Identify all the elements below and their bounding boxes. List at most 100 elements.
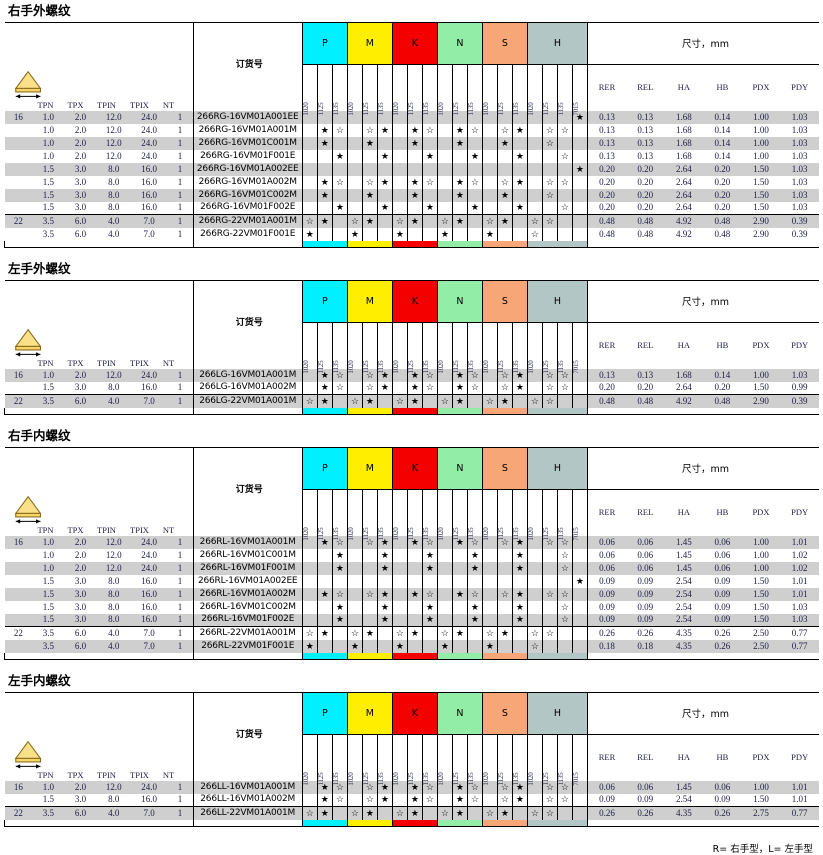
grade-group-S: S (481, 22, 528, 65)
table-row[interactable]: 1.5 3.0 8.0 16.0 1 266RL-16VM01A002EE ★ 0.09 0.0… (5, 574, 820, 588)
grade-mark-S-1125: ☆ (496, 381, 513, 395)
grade-mark-H-1020: ☆ (526, 639, 543, 653)
table-row[interactable]: 1.5 3.0 8.0 16.0 1 266RL-16VM01A002M ★ ☆ ☆ ★ ★ ☆ ★ ☆ ☆… (4, 587, 819, 601)
grade-mark-H-7015 (571, 600, 588, 614)
grade-mark-M-1020 (346, 793, 363, 807)
dimension-title-label: 尺寸，mm (681, 709, 729, 721)
star-open-icon: ☆ (485, 627, 494, 638)
star-open-icon: ☆ (560, 369, 569, 380)
strip-pad-dims (586, 819, 819, 827)
spec-cell: 12.0 (96, 368, 131, 382)
table-row[interactable]: 16 1.0 2.0 12.0 24.0 1 266RG-16VM01A001EE ★ 0.13… (4, 110, 819, 124)
grade-mark-H-1020 (526, 535, 543, 549)
grade-mark-H-1125: ☆ (541, 394, 558, 408)
grade-mark-M-1020: ★ (346, 227, 363, 241)
grade-mark-S-1135: ★ (511, 123, 528, 137)
grade-mark-N-1020 (436, 780, 453, 794)
table-row[interactable]: 1.0 2.0 12.0 24.0 1 266RG-16VM01A001M ★ ☆ ☆ ★ ★ ☆ ★ ☆… (5, 123, 820, 137)
dimension-cell-PDX: 2.90 (741, 214, 781, 228)
table-row[interactable]: 22 3.5 6.0 4.0 7.0 1 266LL-22VM01A001M ☆ ★ ☆ ★ ☆ ★ ☆ ★… (4, 806, 819, 820)
grade-mark-S-1135 (511, 136, 528, 150)
grade-mark-N-1135: ★ (466, 561, 483, 575)
spec-cell (5, 124, 33, 137)
spec-cell: 1 (177, 202, 183, 213)
star-filled-icon: ★ (515, 176, 524, 187)
spec-cell: 6.0 (64, 394, 97, 408)
table-row[interactable]: 22 3.5 6.0 4.0 7.0 1 266RL-22VM01A001M ☆ ★ ☆ ★ ☆ ★ ☆ ★… (4, 626, 819, 640)
dimension-cell-PDX: 1.00 (741, 136, 781, 150)
dimension-cell-REL: 0.20 (626, 162, 665, 176)
grade-mark-H-1135: ☆ (556, 381, 573, 395)
table-row[interactable]: 3.5 6.0 4.0 7.0 1 266RL-22VM01F001E ★ ★ ★ ★ ★ ☆ 0.18… (4, 639, 819, 653)
strip-pad (4, 819, 194, 827)
star-open-icon: ☆ (470, 176, 479, 187)
spec-cell: 7.0 (143, 228, 155, 239)
dimension-header-HA: HA (664, 322, 704, 369)
grade-column-M-1135: 1135 (376, 489, 393, 540)
table-row[interactable]: 1.0 2.0 12.0 24.0 1 266RG-16VM01C001M ★ ★ ★ ★ ★ ☆ 0.… (4, 136, 819, 150)
table-row[interactable]: 1.0 2.0 12.0 24.0 1 266RG-16VM01F001E ★ ★ ★ ★ ★ ☆ 0.… (5, 149, 820, 163)
grade-mark-H-7015 (571, 136, 588, 150)
spec-header-TPX: TPX (67, 525, 84, 535)
grade-column-N-1125: 1125 (451, 489, 468, 540)
grade-column-M-1020: 1020 (346, 489, 363, 540)
strip-M (346, 819, 393, 827)
dimension-cell-REL: 0.09 (637, 601, 654, 612)
spec-header-NT: NT (162, 770, 175, 780)
grade-mark-N-1020: ☆ (436, 214, 453, 228)
star-open-icon: ☆ (500, 588, 509, 599)
grade-mark-K-1135: ☆ (421, 587, 438, 601)
table-row[interactable]: 16 1.0 2.0 12.0 24.0 1 266LL-16VM01A001M ★ ☆ ☆ ★ ★ ☆… (4, 780, 819, 794)
table-row[interactable]: 1.0 2.0 12.0 24.0 1 266RL-16VM01C001M ★ ★ ★ ★ ★ ☆ 0.… (5, 548, 820, 562)
spec-cell: 4.0 (96, 394, 131, 408)
dimension-cell-PDY: 0.77 (780, 626, 819, 640)
star-filled-icon: ★ (410, 794, 419, 805)
grade-mark-P-1135: ☆ (331, 587, 348, 601)
table-row[interactable]: 1.5 3.0 8.0 16.0 1 266RG-16VM01A002EE ★ 0.20 0.2… (4, 162, 819, 176)
grade-mark-K-1135 (421, 626, 438, 640)
grade-mark-S-1125: ★ (496, 188, 513, 202)
grade-mark-P-1125 (316, 162, 333, 176)
insert-table: TPN TPX TPIN TPIX NT 订货号 P M K N S H 尺寸，mm 1020 1125 11… (4, 692, 819, 827)
table-row[interactable]: 1.5 3.0 8.0 16.0 1 266LL-16VM01A002M ★ ☆ ☆ ★ ★ ☆ ★ ☆ ☆… (5, 793, 820, 807)
grade-mark-M-1135 (376, 188, 393, 202)
spec-cell: 16.0 (130, 162, 168, 176)
grade-mark-M-1135: ★ (376, 201, 393, 215)
spec-cell: 1.5 (42, 176, 55, 187)
table-row[interactable]: 16 1.0 2.0 12.0 24.0 1 266RL-16VM01A001M ★ ☆ ☆ ★ ★ ☆… (4, 535, 819, 549)
table-row[interactable]: 22 3.5 6.0 4.0 7.0 1 266RG-22VM01A001M ☆ ★ ☆ ★ ☆ ★ ☆ ★… (4, 214, 819, 228)
dimension-cell-PDY: 0.39 (780, 394, 819, 408)
dimension-cell-HA: 2.54 (675, 601, 692, 612)
grade-mark-K-1020 (391, 574, 408, 588)
grade-mark-M-1125 (361, 149, 378, 163)
dimension-cell-PDY: 1.03 (780, 368, 819, 382)
grade-mark-P-1135: ★ (331, 613, 348, 627)
table-row[interactable]: 1.0 2.0 12.0 24.0 1 266RL-16VM01F001M ★ ★ ★ ★ ★ ☆ 0.… (4, 561, 819, 575)
star-filled-icon: ★ (410, 137, 419, 148)
grade-mark-P-1125: ★ (316, 175, 333, 189)
grade-mark-P-1125 (316, 149, 333, 163)
star-open-icon: ☆ (425, 369, 434, 380)
star-filled-icon: ★ (470, 202, 479, 213)
table-row[interactable]: 1.5 3.0 8.0 16.0 1 266LG-16VM01A002M ★ ☆ ☆ ★ ★ ☆ ★ ☆ ☆… (5, 381, 820, 395)
table-row[interactable]: 1.5 3.0 8.0 16.0 1 266RL-16VM01C002M ★ ★ ★ ★ ★ ☆ 0.0… (5, 600, 820, 614)
table-row[interactable]: 16 1.0 2.0 12.0 24.0 1 266LG-16VM01A001M ★ ☆ ☆ ★ ★ ☆… (4, 368, 819, 382)
grade-mark-M-1135 (376, 214, 393, 228)
table-row[interactable]: 1.5 3.0 8.0 16.0 1 266RG-16VM01A002M ★ ☆ ☆ ★ ★ ☆ ★ ☆ ☆… (5, 175, 820, 189)
star-filled-icon: ★ (380, 601, 389, 612)
spec-cell: 8.0 (108, 794, 120, 805)
grade-mark-M-1020: ☆ (346, 626, 363, 640)
spec-cell: 3.5 (42, 228, 55, 239)
grade-mark-N-1135 (466, 136, 483, 150)
star-filled-icon: ★ (500, 215, 509, 226)
table-row[interactable]: 3.5 6.0 4.0 7.0 1 266RG-22VM01F001E ★ ★ ★ ★ ★ ☆ 0.48… (5, 227, 820, 241)
table-row[interactable]: 22 3.5 6.0 4.0 7.0 1 266LG-22VM01A001M ☆ ★ ☆ ★ ☆ ★ ☆ ★… (4, 394, 819, 408)
table-row[interactable]: 1.5 3.0 8.0 16.0 1 266RG-16VM01C002M ★ ★ ★ ★ ★ ☆ 0.2… (4, 188, 819, 202)
spec-cell: 12.0 (96, 780, 131, 794)
table-row[interactable]: 1.5 3.0 8.0 16.0 1 266RG-16VM01F002E ★ ★ ★ ★ ★ ☆ 0.2… (5, 201, 820, 215)
dimension-cell-HA: 1.68 (664, 368, 704, 382)
grade-mark-N-1020 (436, 535, 453, 549)
table-row[interactable]: 1.5 3.0 8.0 16.0 1 266RL-16VM01F002E ★ ★ ★ ★ ★ ☆ 0.0… (4, 613, 819, 627)
grade-code-row: 1020 1125 1135 1020 1125 1135 1020 1125 1135 1020… (5, 489, 819, 540)
spec-cell: 16 (4, 368, 33, 382)
